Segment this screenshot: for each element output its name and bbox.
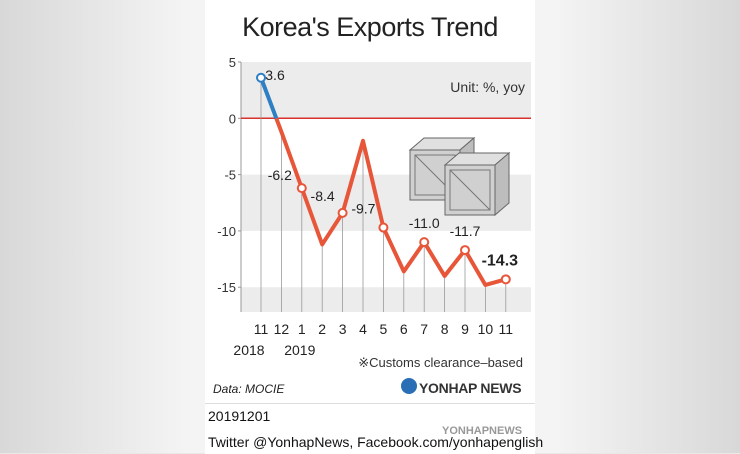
x-tick-label: 12 <box>274 321 290 337</box>
x-tick-label: 11 <box>254 321 269 337</box>
x-tick-label: 10 <box>478 321 494 337</box>
x-tick-label: 1 <box>298 321 306 337</box>
x-year-label: 2019 <box>284 342 315 358</box>
x-tick-label: 6 <box>400 321 408 337</box>
chart-note: ※Customs clearance–based <box>358 355 523 370</box>
y-tick-label: 5 <box>229 55 236 70</box>
data-point <box>256 72 266 83</box>
infographic-card: Korea's Exports Trend 5 0 -5 -10 -15 Unit: %,… <box>205 0 543 454</box>
chart-title: Korea's Exports Trend <box>242 12 498 42</box>
x-tick-label: 3 <box>339 321 347 337</box>
x-tick-label: 5 <box>380 321 388 337</box>
x-year-label: 2018 <box>233 342 264 358</box>
x-tick-label: 8 <box>441 321 449 337</box>
line-chart: 5 0 -5 -10 -15 Unit: %, yoy 3.6 -6.2 -8.4 -9.7 -11… <box>217 55 531 370</box>
data-point <box>460 245 470 256</box>
crates-icon <box>408 136 511 217</box>
x-tick-label: 2 <box>318 321 326 337</box>
data-label: -8.4 <box>311 188 335 204</box>
data-label: -6.2 <box>268 167 292 183</box>
band-bottom <box>241 287 531 312</box>
unit-label: Unit: %, yoy <box>450 79 525 95</box>
footer: 20191201 Twitter @YonhapNews, Facebook.c… <box>205 403 543 454</box>
y-tick-label: -15 <box>217 280 236 295</box>
watermark: YONHAPNEWS <box>442 425 523 437</box>
band-top <box>241 62 531 119</box>
y-tick-label: -10 <box>217 224 236 239</box>
data-point <box>337 207 348 218</box>
footer-date: 20191201 <box>208 408 271 424</box>
data-label: -14.3 <box>482 252 519 269</box>
brand-name: YONHAP NEWS <box>419 380 522 396</box>
footer-social: Twitter @YonhapNews, Facebook.com/yonhap… <box>208 434 544 450</box>
data-label: -9.7 <box>351 201 375 217</box>
data-source: Data: MOCIE <box>213 382 285 396</box>
x-tick-label: 7 <box>420 321 428 337</box>
x-tick-label: 11 <box>499 321 514 337</box>
yonhap-logo-icon <box>401 378 417 394</box>
x-tick-label: 9 <box>461 321 469 337</box>
data-point <box>296 183 307 194</box>
y-tick-label: -5 <box>224 168 236 183</box>
series-line-positive <box>259 75 279 121</box>
data-point <box>419 237 430 248</box>
data-point <box>500 274 511 285</box>
y-tick-label: 0 <box>229 111 236 126</box>
x-tick-label: 4 <box>359 321 367 337</box>
data-label: -11.7 <box>450 223 481 239</box>
data-label: -11.0 <box>409 215 440 231</box>
data-point <box>378 222 389 233</box>
data-label: 3.6 <box>265 67 285 83</box>
